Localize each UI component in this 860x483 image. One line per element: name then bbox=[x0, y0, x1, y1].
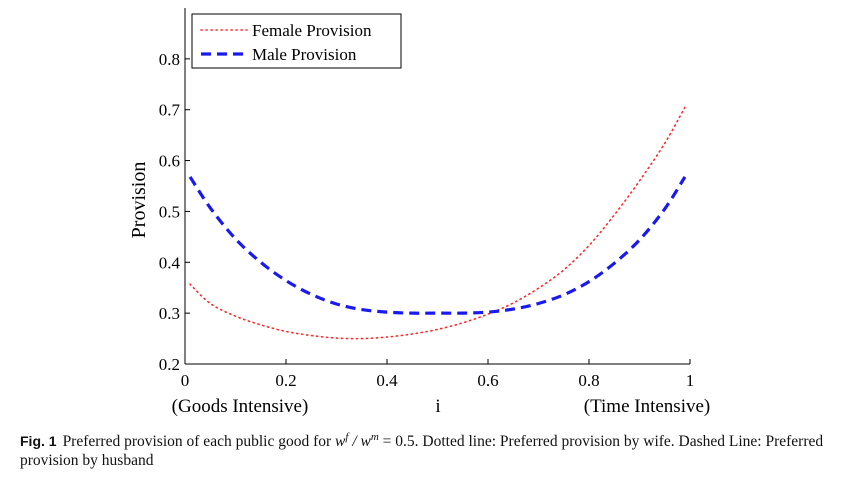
x-axis-label: i bbox=[435, 396, 440, 417]
figure-number: Fig. 1 bbox=[20, 433, 57, 450]
x-tick-label: 0.6 bbox=[477, 371, 498, 390]
series-layer bbox=[188, 106, 687, 340]
y-axis-label: Provision bbox=[128, 162, 150, 239]
y-tick-label: 0.7 bbox=[159, 101, 181, 120]
x-tick-label: 0.2 bbox=[275, 371, 296, 390]
legend: Female Provision Male Provision bbox=[191, 13, 402, 69]
x-tick-label: 0 bbox=[181, 371, 190, 390]
legend-label: Male Provision bbox=[252, 45, 357, 64]
y-tick-label: 0.2 bbox=[159, 355, 180, 374]
y-tick-label: 0.5 bbox=[159, 202, 180, 221]
legend-box bbox=[191, 13, 402, 69]
caption-math: wf / wm = 0.5 bbox=[335, 431, 415, 451]
figure-caption: Fig. 1 Preferred provision of each public… bbox=[20, 428, 850, 470]
caption-text-after: . Dotted line: Preferred provision by wi… bbox=[20, 433, 824, 470]
x-tick-label: 0.4 bbox=[376, 371, 398, 390]
axes: 0.20.30.40.50.60.70.80 0.2 0.4 0.6 0.8 1 bbox=[159, 8, 695, 390]
x-tick-label: 0.8 bbox=[578, 371, 599, 390]
y-tick-label: 0.3 bbox=[159, 304, 180, 323]
caption-text-before: Preferred provision of each public good … bbox=[62, 433, 332, 451]
legend-label: Female Provision bbox=[252, 21, 372, 40]
series-line-female-provision bbox=[189, 106, 686, 340]
x-endpoint-label-right: (Time Intensive) bbox=[584, 396, 710, 417]
y-tick-label: 0.8 bbox=[159, 50, 180, 69]
x-endpoint-label-left: (Goods Intensive) bbox=[172, 396, 309, 417]
series-line-male-provision bbox=[188, 175, 687, 315]
y-tick-label: 0.6 bbox=[159, 152, 180, 171]
x-tick-label: 1 bbox=[686, 371, 695, 390]
y-tick-label: 0.4 bbox=[159, 253, 181, 272]
